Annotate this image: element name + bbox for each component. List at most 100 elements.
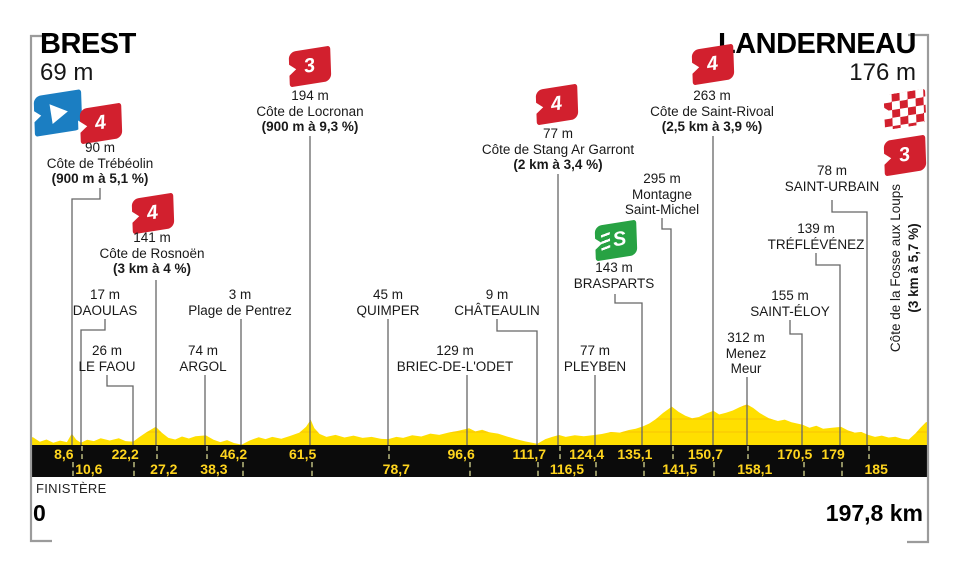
climb-label-rosnoen: 141 m Côte de Rosnoën (3 km à 4 %) — [99, 230, 204, 277]
km-total-label: 197,8 km — [825, 500, 923, 526]
climb-label-trebeolin: 90 m Côte de Trébéolin (900 m à 5,1 %) — [47, 140, 154, 187]
km-marker-179: 179 — [821, 446, 845, 462]
km-marker-124,4: 124,4 — [569, 446, 605, 462]
place-name: Menez Meur — [725, 345, 767, 377]
place-label-daoulas: 17 m DAOULAS — [73, 287, 138, 318]
category-number: 4 — [93, 111, 109, 135]
climb-label-stang: 77 m Côte de Stang Ar Garront (2 km à 3,… — [482, 126, 634, 173]
place-elevation: 129 m — [436, 343, 474, 358]
km-marker-8,6: 8,6 — [54, 446, 74, 462]
climb-label-locronan: 194 m Côte de Locronan (900 m à 9,3 %) — [256, 88, 363, 135]
place-name: PLEYBEN — [563, 358, 627, 374]
km-marker-27,2: 27,2 — [150, 461, 178, 477]
climb-elevation: 263 m — [693, 88, 731, 103]
place-label-treflevenez: 139 m TRÉFLÉVÉNEZ — [768, 221, 865, 252]
km-tick-141,5 — [671, 446, 674, 459]
km-tick-179 — [841, 462, 844, 476]
climb-gradient: (2,5 km à 3,9 %) — [661, 119, 763, 135]
km-marker-96,6: 96,6 — [447, 446, 475, 462]
climb-elevation: 141 m — [133, 230, 171, 245]
place-label-saint-michel: 295 m Montagne Saint-Michel — [616, 171, 708, 218]
climb-gradient: (900 m à 5,1 %) — [51, 171, 149, 187]
climb-label-fosse-aux-loups: Côte de la Fosse aux Loups (3 km à 5,7 %… — [887, 153, 931, 383]
place-label-briec: 129 m BRIEC-DE-L'ODET — [397, 343, 514, 374]
climb-name: Côte de Saint-Rivoal — [650, 103, 774, 119]
km-tick-38,3 — [205, 446, 208, 459]
category-4-flag-saint-rivoal: 4 — [691, 43, 735, 86]
finish-city-title: LANDERNEAU — [718, 28, 917, 60]
category-4-flag-trebeolin: 4 — [79, 102, 123, 145]
place-elevation: 155 m — [771, 288, 809, 303]
place-name: SAINT-URBAIN — [784, 178, 880, 194]
category-4-flag-rosnoen: 4 — [131, 192, 175, 235]
km-marker-10,6: 10,6 — [75, 461, 103, 477]
department-label: FINISTÈRE — [36, 481, 107, 496]
sprint-label-brasparts: 143 m BRASPARTS — [574, 260, 655, 291]
km-marker-46,2: 46,2 — [219, 446, 248, 462]
climb-elevation: 90 m — [84, 140, 116, 155]
km-axis-bar: 8,6 10,6 22,2 27,2 38,3 46,2 61,5 78,7 96,6 111,7… — [31, 445, 928, 477]
place-name: LE FAOU — [78, 358, 136, 374]
place-name: CHÂTEAULIN — [454, 302, 540, 318]
km-start-label: 0 — [33, 500, 46, 526]
place-name: Plage de Pentrez — [188, 302, 292, 318]
place-elevation: 312 m — [727, 330, 765, 345]
place-label-argol: 74 m ARGOL — [179, 343, 226, 374]
km-marker-170,5: 170,5 — [777, 446, 813, 462]
place-name: TRÉFLÉVÉNEZ — [767, 236, 865, 252]
km-tick-22,2 — [133, 462, 136, 476]
km-tick-150,7 — [713, 462, 716, 476]
climb-name: Côte de Locronan — [256, 103, 364, 119]
finish-checkered-flag-icon — [883, 88, 927, 131]
category-number: 4 — [145, 201, 161, 225]
km-tick-158,1 — [746, 446, 749, 459]
km-tick-116,5 — [558, 446, 561, 459]
km-marker-185: 185 — [864, 461, 888, 477]
sprint-name: BRASPARTS — [573, 275, 655, 291]
km-marker-135,1: 135,1 — [617, 446, 653, 462]
start-triangle-icon — [49, 101, 70, 124]
category-3-flag-locronan: 3 — [288, 45, 332, 88]
place-label-le-faou: 26 m LE FAOU — [78, 343, 135, 374]
climb-name: Côte de Stang Ar Garront — [481, 141, 635, 157]
place-label-quimper: 45 m QUIMPER — [356, 287, 419, 318]
place-label-menez-meur: 312 m Menez Meur — [719, 330, 773, 377]
place-elevation: 74 m — [187, 343, 219, 358]
km-marker-78,7: 78,7 — [382, 461, 410, 477]
place-label-pleyben: 77 m PLEYBEN — [564, 343, 626, 374]
km-marker-61,5: 61,5 — [289, 446, 317, 462]
place-label-chateaulin: 9 m CHÂTEAULIN — [454, 287, 540, 318]
km-marker-111,7: 111,7 — [512, 446, 547, 462]
place-elevation: 139 m — [797, 221, 835, 236]
km-tick-96,6 — [469, 462, 472, 476]
km-marker-158,1: 158,1 — [737, 461, 773, 477]
sprint-letter: S — [611, 227, 628, 252]
category-4-flag-stang: 4 — [535, 83, 579, 126]
km-tick-61,5 — [310, 462, 313, 476]
km-tick-135,1 — [642, 462, 645, 476]
finish-city-elevation: 176 m — [849, 59, 916, 86]
km-tick-170,5 — [802, 462, 805, 476]
place-elevation: 17 m — [89, 287, 120, 302]
place-elevation: 45 m — [372, 287, 404, 302]
place-elevation: 295 m — [643, 171, 681, 186]
km-tick-8,6 — [71, 462, 74, 476]
km-marker-150,7: 150,7 — [687, 446, 723, 462]
km-tick-27,2 — [155, 446, 158, 459]
place-name: ARGOL — [179, 358, 227, 374]
category-number: 4 — [705, 52, 721, 76]
place-label-pentrez: 3 m Plage de Pentrez — [188, 287, 292, 318]
start-city-elevation: 69 m — [40, 59, 94, 86]
start-city-title: BREST — [40, 28, 136, 60]
place-elevation: 3 m — [228, 287, 252, 302]
category-number: 3 — [302, 54, 318, 78]
km-marker-38,3: 38,3 — [200, 461, 228, 477]
sprint-flag-icon: S — [594, 219, 638, 262]
place-name: SAINT-ÉLOY — [750, 303, 830, 319]
climb-elevation: 77 m — [542, 126, 573, 141]
climb-gradient: (3 km à 5,7 %) — [905, 223, 921, 313]
place-elevation: 78 m — [816, 163, 848, 178]
km-marker-22,2: 22,2 — [111, 446, 139, 462]
km-tick-111,7 — [537, 462, 540, 476]
